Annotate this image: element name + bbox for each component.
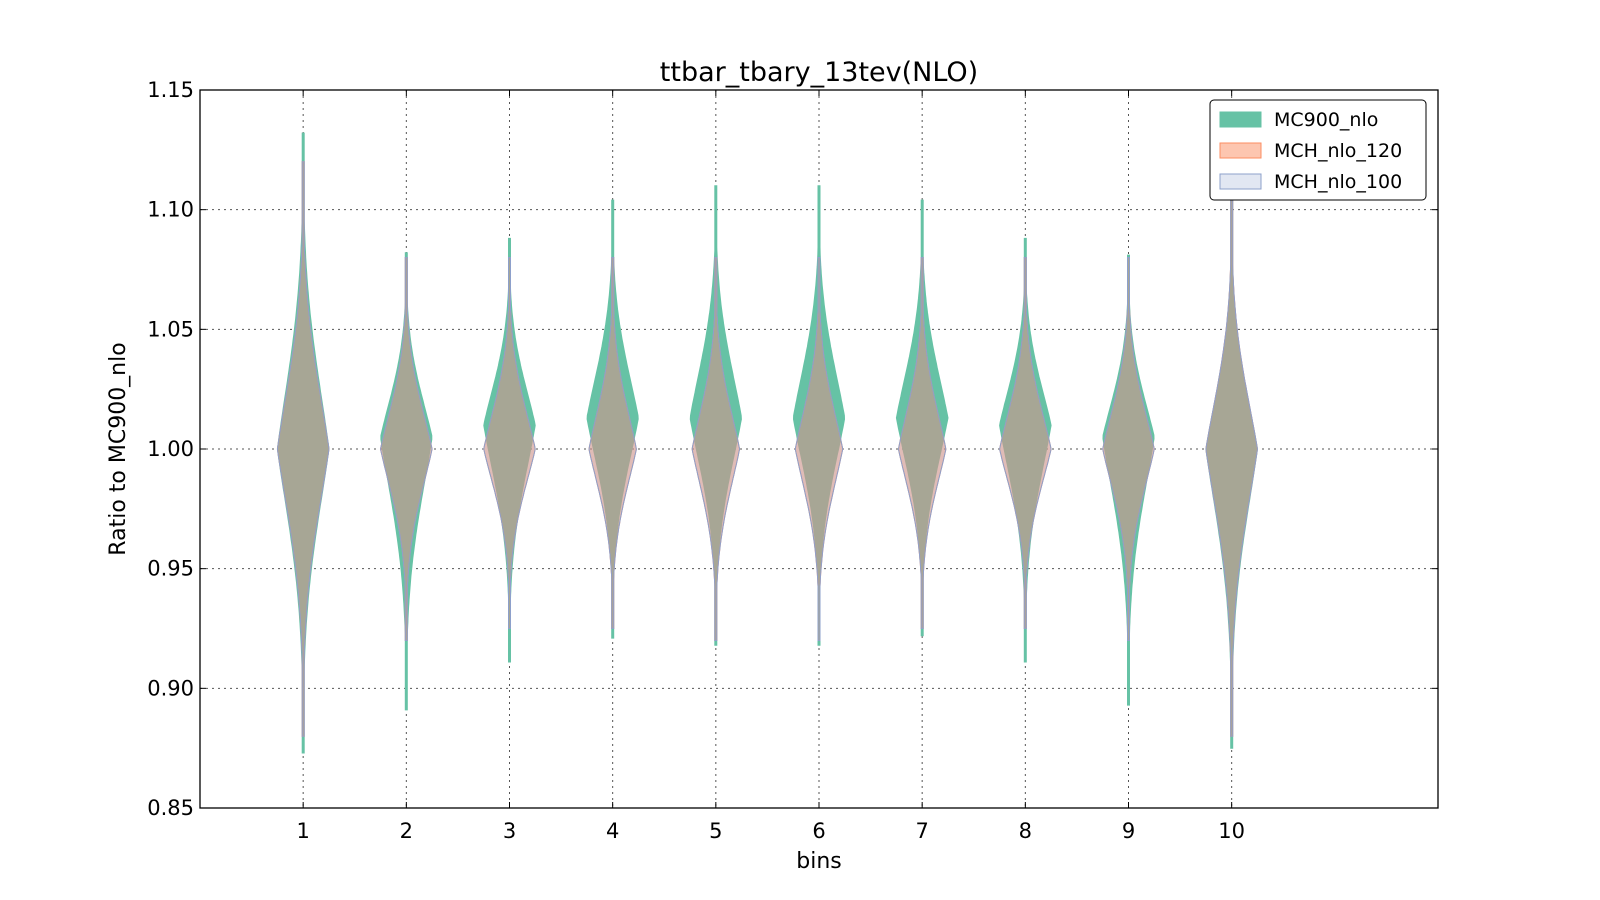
x-tick-label: 2: [400, 819, 413, 843]
x-tick-label: 3: [503, 819, 516, 843]
y-tick-label: 0.90: [147, 676, 194, 700]
violin-MCH_nlo_100-bin-1: [276, 161, 330, 737]
x-tick-label: 7: [915, 819, 928, 843]
violin-marks: [276, 132, 1259, 754]
x-axis-label: bins: [796, 849, 841, 874]
legend-frame: [1209, 99, 1427, 201]
violin-MCH_nlo_100-bin-8: [999, 257, 1052, 629]
y-tick-label: 1.10: [147, 198, 194, 222]
y-tick-label: 0.95: [147, 557, 194, 581]
legend-swatch-MCH_nlo_120: [1219, 142, 1262, 159]
y-tick-label: 1.00: [147, 437, 194, 461]
y-tick-label: 1.15: [147, 78, 194, 102]
x-tick-label: 1: [296, 819, 309, 843]
x-tick-label: 4: [606, 819, 619, 843]
x-tick-label: 8: [1019, 819, 1032, 843]
violin-MCH_nlo_100-bin-10: [1205, 197, 1259, 737]
violin-MCH_nlo_100-bin-5: [691, 257, 741, 641]
x-tick-label: 6: [812, 819, 825, 843]
legend-label-MCH_nlo_100: MCH_nlo_100: [1274, 171, 1402, 193]
legend-swatch-MCH_nlo_100: [1219, 173, 1262, 190]
y-tick-label: 0.85: [147, 796, 194, 820]
violin-MCH_nlo_100-bin-9: [1102, 257, 1155, 641]
x-tick-label: 9: [1122, 819, 1135, 843]
y-tick-label: 1.05: [147, 317, 194, 341]
axis-ticks: 1 2 3 4 5 6 7 8 9 10 0.85 0.90 0.95 1.00 1.05 1.10 1.15: [147, 78, 1438, 843]
violin-MCH_nlo_100-bin-3: [483, 257, 536, 629]
legend-label-MC900_nlo: MC900_nlo: [1274, 109, 1378, 131]
violin-MCH_nlo_100-bin-7: [897, 257, 947, 629]
x-tick-label: 5: [709, 819, 722, 843]
legend: MC900_nlo MCH_nlo_120 MCH_nlo_100: [1209, 99, 1427, 201]
violin-MCH_nlo_100-bin-6: [794, 257, 844, 641]
legend-label-MCH_nlo_120: MCH_nlo_120: [1274, 140, 1402, 162]
legend-swatch-MC900_nlo: [1219, 111, 1262, 128]
y-axis-label: Ratio to MC900_nlo: [106, 342, 131, 555]
chart-title: ttbar_tbary_13tev(NLO): [660, 57, 978, 88]
violin-MCH_nlo_100-bin-4: [588, 257, 637, 629]
x-tick-label: 10: [1218, 819, 1245, 843]
violin-MCH_nlo_100-bin-2: [379, 257, 433, 641]
